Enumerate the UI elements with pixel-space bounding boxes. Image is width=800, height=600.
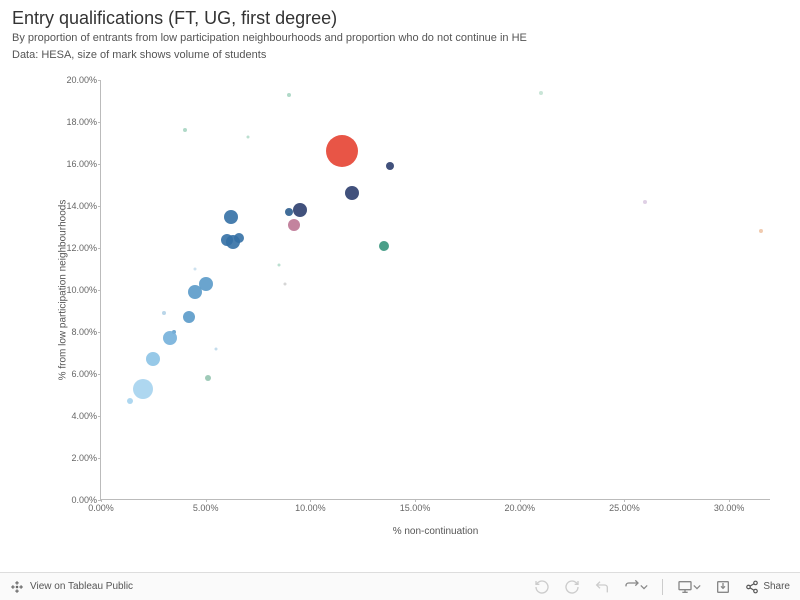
share-icon [745, 580, 759, 594]
data-point[interactable] [759, 229, 763, 233]
data-point[interactable] [277, 263, 280, 266]
y-tick-label: 16.00% [53, 159, 101, 169]
data-point[interactable] [379, 241, 389, 251]
data-point[interactable] [146, 352, 160, 366]
data-point[interactable] [326, 135, 358, 167]
data-point[interactable] [284, 282, 287, 285]
refresh-button[interactable] [624, 579, 648, 595]
footer-toolbar: View on Tableau Public Share [0, 572, 800, 600]
data-point[interactable] [293, 203, 307, 217]
data-point[interactable] [288, 219, 300, 231]
y-tick-label: 12.00% [53, 243, 101, 253]
plot-region[interactable]: % from low participation neighbourhoods … [100, 80, 770, 500]
x-axis-label: % non-continuation [393, 526, 479, 537]
data-point[interactable] [224, 210, 238, 224]
data-point[interactable] [188, 285, 202, 299]
share-label: Share [763, 581, 790, 592]
data-point[interactable] [287, 93, 291, 97]
data-point[interactable] [183, 311, 195, 323]
data-point[interactable] [163, 331, 177, 345]
download-button[interactable] [715, 579, 731, 595]
y-tick-label: 10.00% [53, 285, 101, 295]
chart-subtitle-1: By proportion of entrants from low parti… [12, 31, 788, 46]
tableau-logo-icon [10, 580, 24, 594]
data-point[interactable] [539, 91, 543, 95]
y-tick-label: 4.00% [53, 411, 101, 421]
y-tick-label: 6.00% [53, 369, 101, 379]
data-point[interactable] [127, 398, 133, 404]
chart-subtitle-2: Data: HESA, size of mark shows volume of… [12, 48, 788, 63]
undo-button[interactable] [534, 579, 550, 595]
data-point[interactable] [285, 208, 293, 216]
data-point[interactable] [246, 135, 249, 138]
y-tick-label: 14.00% [53, 201, 101, 211]
chart-header: Entry qualifications (FT, UG, first degr… [0, 0, 800, 68]
data-point[interactable] [215, 347, 218, 350]
tableau-link-text: View on Tableau Public [30, 581, 133, 592]
y-tick-label: 18.00% [53, 117, 101, 127]
data-point[interactable] [133, 379, 153, 399]
y-tick-label: 2.00% [53, 453, 101, 463]
y-tick-label: 20.00% [53, 75, 101, 85]
revert-button[interactable] [594, 579, 610, 595]
y-tick-label: 8.00% [53, 327, 101, 337]
footer-divider [662, 579, 663, 595]
chart-area: % from low participation neighbourhoods … [50, 70, 780, 540]
redo-button[interactable] [564, 579, 580, 595]
tableau-link[interactable]: View on Tableau Public [10, 580, 133, 594]
chart-title: Entry qualifications (FT, UG, first degr… [12, 8, 788, 29]
data-point[interactable] [234, 233, 244, 243]
data-point[interactable] [162, 311, 166, 315]
data-point[interactable] [183, 128, 187, 132]
data-point[interactable] [194, 268, 197, 271]
data-point[interactable] [345, 186, 359, 200]
data-point[interactable] [386, 162, 394, 170]
data-point[interactable] [643, 200, 647, 204]
share-button[interactable]: Share [745, 580, 790, 594]
presentation-button[interactable] [677, 579, 701, 595]
data-point[interactable] [205, 375, 211, 381]
